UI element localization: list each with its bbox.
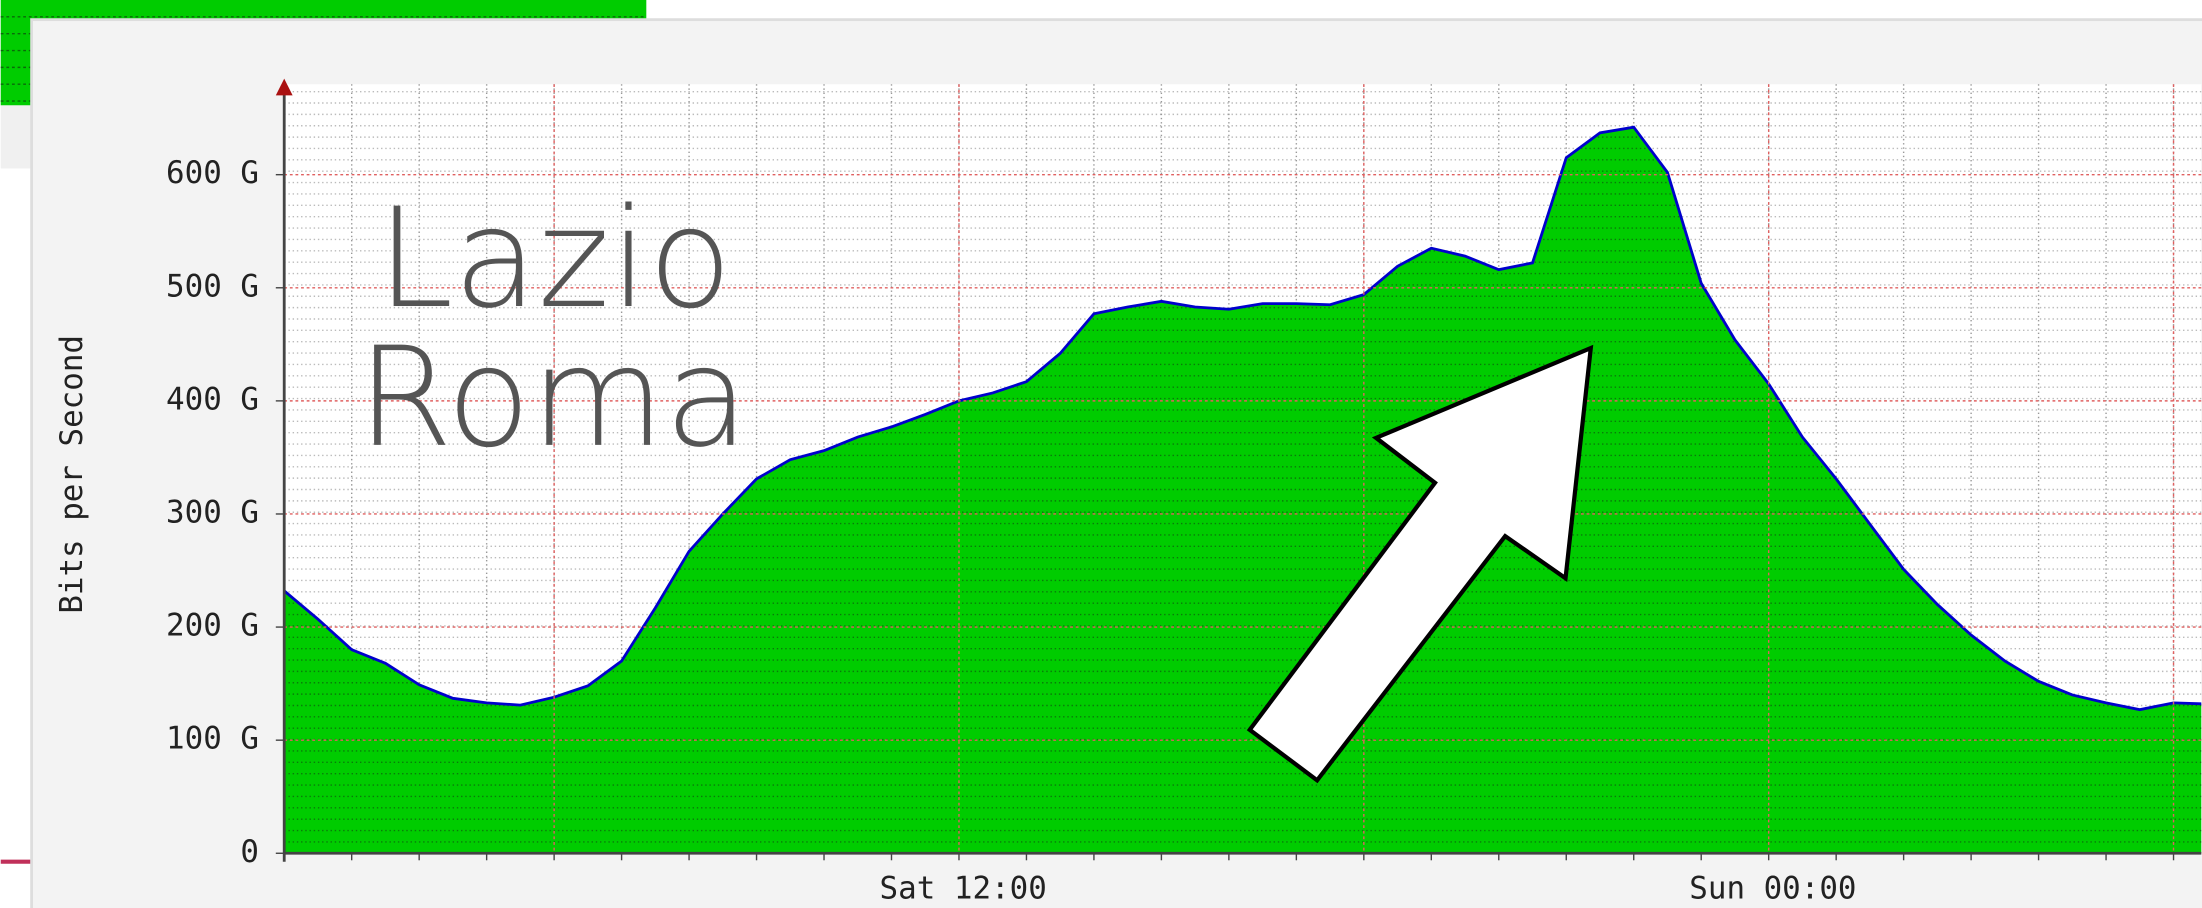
arrow [1246, 344, 1594, 784]
y-axis-arrow [275, 78, 293, 96]
y-tick-label: 200 G [166, 608, 259, 644]
area [284, 127, 2202, 854]
y-tick-label: 0 [240, 834, 259, 870]
y-axis-label: Bits per Second [54, 335, 90, 614]
annotation: Lazio [377, 179, 732, 339]
area-edge [284, 125, 2202, 712]
y-tick-label: 400 G [166, 381, 259, 417]
annotation: Roma [357, 318, 749, 478]
marks [284, 125, 2202, 854]
y-tick-label: 600 G [166, 155, 259, 191]
x-tick-label: Sat 12:00 [880, 870, 1047, 906]
x-tick-label: Sun 00:00 [1689, 870, 1856, 906]
y-tick-label: 500 G [166, 268, 259, 304]
labels: 0 100 G 200 G 300 G 400 G 500 G 600 G Sat 12:00… [166, 155, 1856, 906]
major-grid [275, 78, 2202, 862]
y-tick-label: 100 G [166, 721, 259, 757]
y-tick-label: 300 G [166, 494, 259, 530]
